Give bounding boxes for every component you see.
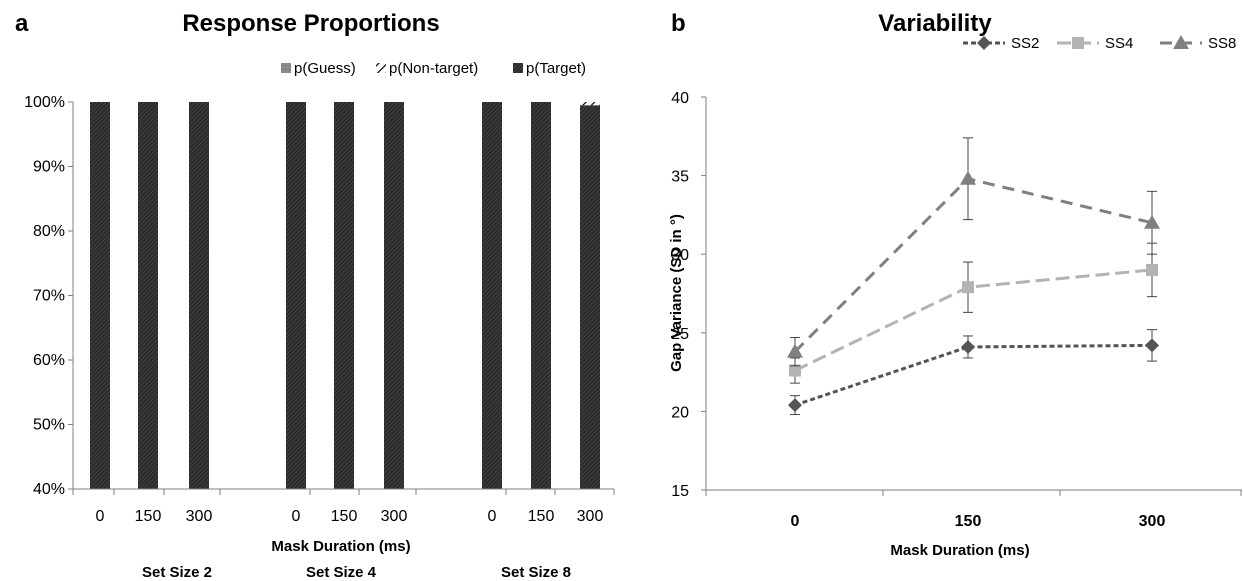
bar-segment-target [580, 105, 600, 489]
y-tick-label: 50% [33, 417, 65, 434]
chart-a-legend: p(Guess) p(Non-target) p(Target) [281, 60, 586, 77]
panel-a: a Response Proportions p(Guess) p(Non-ta… [15, 10, 615, 581]
y-tick-label: 25 [671, 326, 689, 343]
legend-label-ss8: SS8 [1208, 35, 1236, 52]
x-tick-label: 300 [381, 508, 408, 525]
data-point-ss8 [1144, 214, 1160, 229]
chart-b-y-axis-title: Gap Variance (SD in °) [668, 214, 685, 372]
legend-marker-ss2 [977, 36, 991, 50]
group-label-ss2: Set Size 2 [142, 564, 212, 581]
group-label-ss4: Set Size 4 [306, 564, 377, 581]
y-tick-label: 15 [671, 483, 689, 500]
y-tick-label: 30 [671, 247, 689, 264]
chart-a-title: Response Proportions [182, 10, 439, 37]
data-point-ss4 [1146, 263, 1158, 276]
chart-a-x-axis: 0 150 300 0 150 300 0 150 300 [72, 488, 615, 525]
chart-a-bars [90, 102, 600, 489]
y-tick-label: 70% [33, 288, 65, 305]
data-point-ss4 [789, 364, 801, 377]
chart-b-series [787, 137, 1160, 416]
y-tick-label: 100% [24, 94, 65, 111]
data-point-ss2 [1145, 338, 1159, 353]
x-tick-label: 300 [1139, 513, 1166, 530]
x-tick-label: 300 [186, 508, 213, 525]
x-tick-label: 150 [135, 508, 162, 525]
bar-segment-target [531, 102, 551, 489]
x-tick-label: 150 [528, 508, 555, 525]
panel-b-letter: b [671, 10, 686, 37]
bar-segment-target [334, 102, 354, 489]
series-line-ss2 [794, 343, 1153, 407]
legend-marker-ss4 [1072, 37, 1084, 49]
y-tick-label: 90% [33, 159, 65, 176]
legend-marker-ss8 [1173, 35, 1189, 49]
series-line-ss8 [793, 177, 1153, 353]
data-point-ss2 [961, 339, 975, 354]
chart-b-x-axis-title: Mask Duration (ms) [890, 542, 1029, 559]
x-tick-label: 150 [955, 513, 982, 530]
legend-label-ss4: SS4 [1105, 35, 1133, 52]
data-point-ss8 [787, 343, 803, 358]
bar-segment-target [138, 102, 158, 489]
chart-b-legend: SS2 SS4 SS8 [963, 35, 1236, 52]
bar-segment-target [286, 102, 306, 489]
bar-segment-target [384, 102, 404, 489]
legend-swatch-nontarget [376, 63, 386, 73]
x-tick-label: 0 [791, 513, 800, 530]
legend-label-target: p(Target) [526, 60, 586, 77]
x-tick-label: 300 [577, 508, 604, 525]
bar-segment-target [90, 102, 110, 489]
chart-a-x-axis-title: Mask Duration (ms) [271, 538, 410, 555]
legend-swatch-guess [281, 63, 291, 73]
y-tick-label: 35 [671, 169, 689, 186]
chart-b-y-axis: 15 20 25 30 35 40 [671, 90, 707, 500]
x-tick-label: 0 [292, 508, 301, 525]
legend-swatch-target [513, 63, 523, 73]
chart-b-title: Variability [878, 10, 992, 37]
panel-a-letter: a [15, 10, 29, 37]
data-point-ss4 [962, 281, 974, 294]
x-tick-label: 0 [96, 508, 105, 525]
x-tick-label: 0 [488, 508, 497, 525]
chart-a-y-axis: 40% 50% 60% 70% 80% 90% 100% [24, 94, 74, 498]
x-tick-label: 150 [331, 508, 358, 525]
legend-label-guess: p(Guess) [294, 60, 356, 77]
y-tick-label: 80% [33, 223, 65, 240]
bar-segment-target [482, 102, 502, 489]
chart-b-x-axis: 0 150 300 [705, 489, 1242, 530]
data-point-ss8 [960, 170, 976, 185]
y-tick-label: 60% [33, 352, 65, 369]
y-tick-label: 40 [671, 90, 689, 107]
legend-label-ss2: SS2 [1011, 35, 1039, 52]
data-point-ss2 [788, 398, 802, 413]
panel-b: b Variability SS2 SS4 SS8 15 20 25 30 35 40 0 15… [668, 10, 1242, 559]
group-label-ss8: Set Size 8 [501, 564, 571, 581]
bar-segment-target [189, 102, 209, 489]
legend-label-nontarget: p(Non-target) [389, 60, 478, 77]
y-tick-label: 20 [671, 404, 689, 421]
bar-segment-nontarget [580, 102, 600, 106]
y-tick-label: 40% [33, 481, 65, 498]
